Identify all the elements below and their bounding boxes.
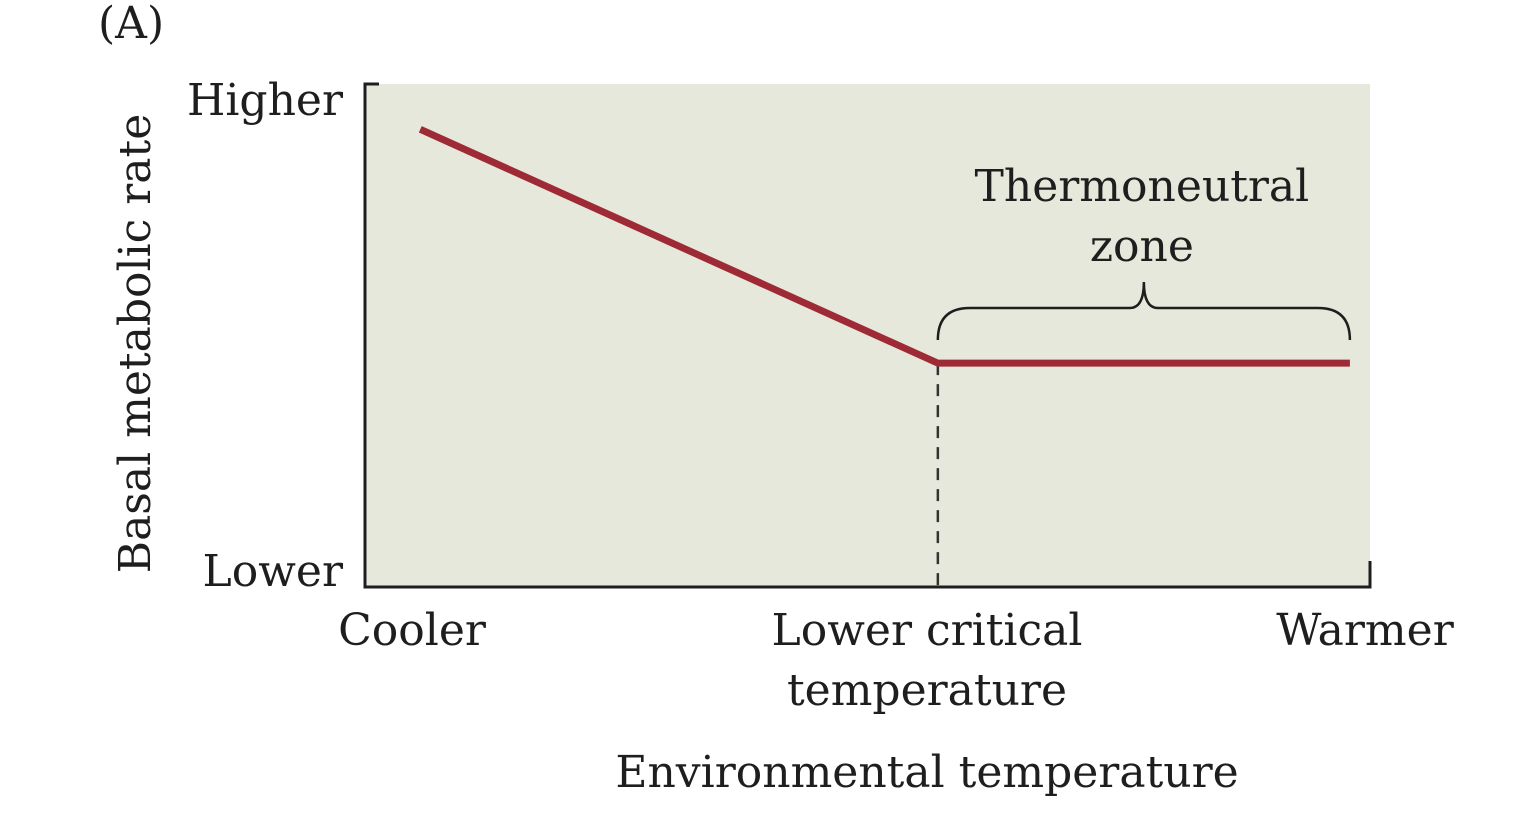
- plot-area: [363, 82, 1372, 589]
- x-tick-labels: Cooler Lower critical temperature Warmer: [338, 605, 1455, 716]
- plot-background: [365, 84, 1370, 587]
- annotations: Thermoneutral zone: [936, 161, 1352, 341]
- annotation-text-0: Thermoneutral zone: [975, 161, 1310, 272]
- axis-lines: [363, 82, 1372, 589]
- y-axis-label: Basal metabolic rate: [110, 114, 161, 574]
- x-tick-label-1: Lower critical temperature: [772, 605, 1083, 716]
- series-line-0: [418, 126, 1350, 367]
- x-tick-label-2: Warmer: [1276, 605, 1454, 656]
- y-tick-labels: Higher Lower: [187, 75, 344, 597]
- y-tick-label-0: Higher: [187, 75, 344, 126]
- y-tick-label-1: Lower: [203, 546, 344, 597]
- panel-label: (A): [98, 0, 164, 49]
- x-axis-label: Environmental temperature: [615, 747, 1238, 798]
- annotation-brace-0: [936, 281, 1352, 341]
- x-tick-label-0: Cooler: [338, 605, 487, 656]
